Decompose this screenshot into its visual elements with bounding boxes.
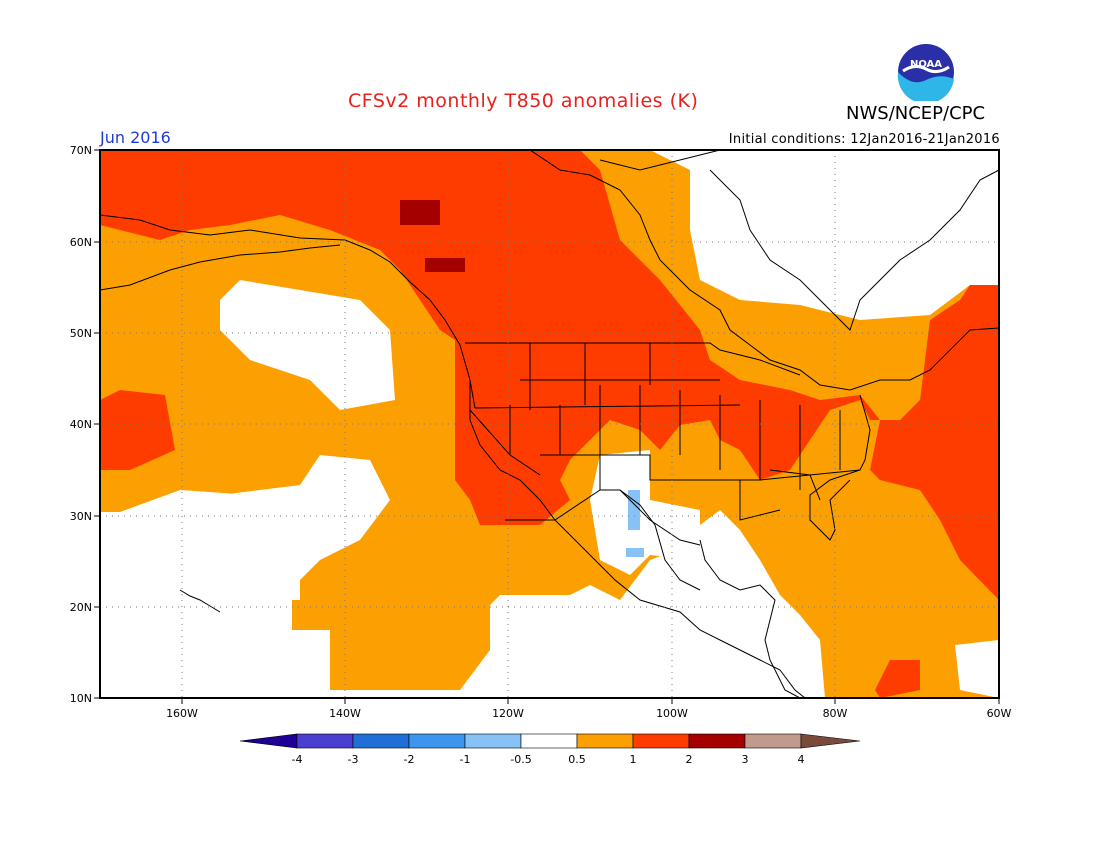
colorbar-tick-label: 4 <box>798 753 805 766</box>
axis-ticks <box>94 149 1000 704</box>
colorbar-bin <box>688 733 746 749</box>
anomaly-region-red <box>100 150 999 600</box>
colorbar-bin <box>296 733 354 749</box>
colorbar-labels: -4 -3 -2 -1 -0.5 0.5 1 2 3 4 <box>292 753 805 766</box>
colorbar-tick-label: -2 <box>404 753 415 766</box>
anomaly-region-red <box>100 390 175 470</box>
graticule <box>100 150 999 698</box>
political-borders <box>465 342 861 546</box>
colorbar-tick-label: -4 <box>292 753 303 766</box>
anomaly-region-red <box>875 660 920 698</box>
lat-label: 10N <box>70 692 92 705</box>
lat-label: 50N <box>70 327 92 340</box>
initial-conditions: Initial conditions: 12Jan2016-21Jan2016 <box>728 132 1000 147</box>
coastlines <box>100 150 999 698</box>
colorbar-bin <box>520 733 578 749</box>
lat-label: 20N <box>70 601 92 614</box>
valid-month: Jun 2016 <box>100 128 171 147</box>
agency-label: NWS/NCEP/CPC <box>846 103 986 124</box>
anomaly-region-darkred <box>425 258 465 272</box>
anomaly-region-cool <box>626 548 644 557</box>
colorbar-tick-label: -0.5 <box>510 753 531 766</box>
colorbar-tick-label: -1 <box>460 753 471 766</box>
logo-text: NOAA <box>910 59 942 70</box>
noaa-logo: NOAA <box>897 44 954 101</box>
colorbar-tick-label: -3 <box>348 753 359 766</box>
colorbar-arrow-right <box>800 733 861 749</box>
map-title: CFSv2 monthly T850 anomalies (K) <box>348 90 699 112</box>
lat-label: 60N <box>70 236 92 249</box>
lon-label: 80W <box>823 707 848 720</box>
colorbar-bin <box>744 733 802 749</box>
anomaly-region-neutral <box>100 455 390 600</box>
colorbar-tick-label: 0.5 <box>568 753 586 766</box>
anomaly-region-neutral <box>600 150 999 320</box>
colorbar-tick-label: 2 <box>686 753 693 766</box>
lon-label: 120W <box>492 707 524 720</box>
colorbar-tick-label: 1 <box>630 753 637 766</box>
anomaly-region-neutral <box>410 510 825 698</box>
colorbar-bin <box>632 733 690 749</box>
lon-label: 60W <box>987 707 1012 720</box>
anomaly-region-neutral <box>220 280 395 410</box>
lon-label: 160W <box>166 707 198 720</box>
colorbar-tick-label: 3 <box>742 753 749 766</box>
lon-label: 140W <box>329 707 361 720</box>
anomaly-field <box>100 150 999 698</box>
lat-label: 40N <box>70 418 92 431</box>
colorbar-bin <box>576 733 634 749</box>
lon-labels: 160W 140W 120W 100W 80W 60W <box>166 707 1011 720</box>
anomaly-region-neutral <box>955 640 999 698</box>
lat-label: 30N <box>70 510 92 523</box>
lat-label: 70N <box>70 144 92 157</box>
colorbar-bin <box>352 733 410 749</box>
colorbar-bin <box>408 733 466 749</box>
anomaly-region-darkred <box>400 200 440 225</box>
colorbar <box>239 733 861 749</box>
colorbar-arrow-left <box>239 733 298 749</box>
lat-labels: 70N 60N 50N 40N 30N 20N 10N <box>70 144 92 705</box>
colorbar-bin <box>464 733 522 749</box>
anomaly-region-cool <box>628 490 640 530</box>
lon-label: 100W <box>656 707 688 720</box>
